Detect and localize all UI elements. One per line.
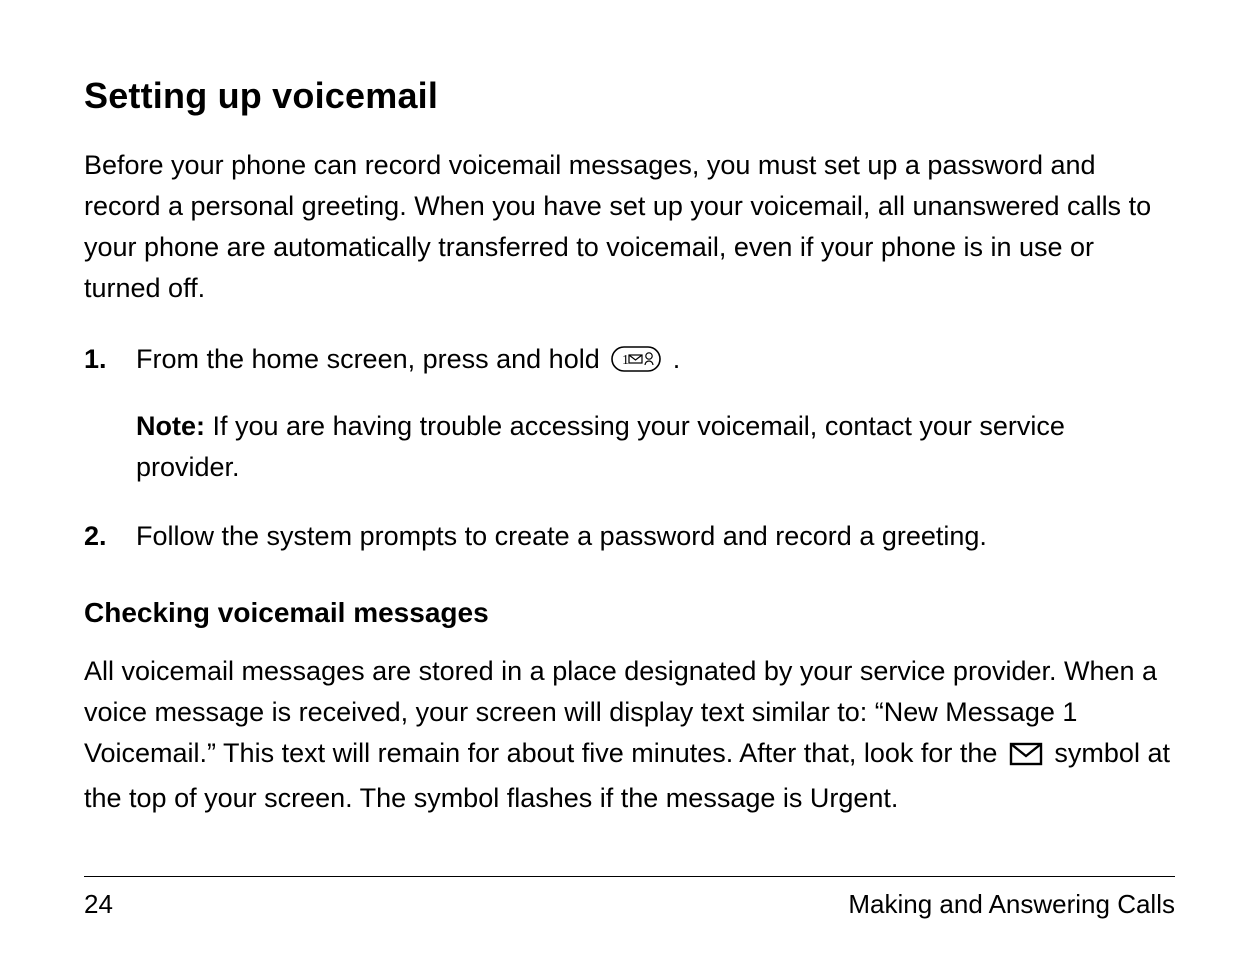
- paragraph-text-before: All voicemail messages are stored in a p…: [84, 656, 1157, 768]
- step-note: Note: If you are having trouble accessin…: [136, 406, 1175, 488]
- note-label: Note:: [136, 411, 205, 441]
- chapter-title: Making and Answering Calls: [848, 889, 1175, 920]
- steps-list: 1. From the home screen, press and hold …: [84, 339, 1175, 557]
- step-number: 1.: [84, 339, 107, 380]
- step-text-after: .: [673, 344, 681, 374]
- page-number: 24: [84, 889, 113, 920]
- subheading: Checking voicemail messages: [84, 597, 1175, 629]
- document-page: Setting up voicemail Before your phone c…: [0, 0, 1235, 819]
- step-text: From the home screen, press and hold: [136, 344, 607, 374]
- envelope-icon: [1009, 737, 1043, 778]
- voicemail-key-icon: 1: [611, 343, 661, 384]
- intro-paragraph: Before your phone can record voicemail m…: [84, 145, 1175, 309]
- svg-text:1: 1: [622, 353, 629, 368]
- footer-row: 24 Making and Answering Calls: [84, 889, 1175, 920]
- step-text: Follow the system prompts to create a pa…: [136, 516, 1175, 557]
- note-text: If you are having trouble accessing your…: [136, 411, 1065, 482]
- body-paragraph: All voicemail messages are stored in a p…: [84, 651, 1175, 819]
- step-number: 2.: [84, 516, 107, 557]
- step-body: From the home screen, press and hold 1 .: [136, 339, 1175, 384]
- page-heading: Setting up voicemail: [84, 75, 1175, 117]
- footer-rule: [84, 876, 1175, 877]
- step-item: 2. Follow the system prompts to create a…: [84, 516, 1175, 557]
- page-footer: 24 Making and Answering Calls: [84, 876, 1175, 920]
- step-item: 1. From the home screen, press and hold …: [84, 339, 1175, 488]
